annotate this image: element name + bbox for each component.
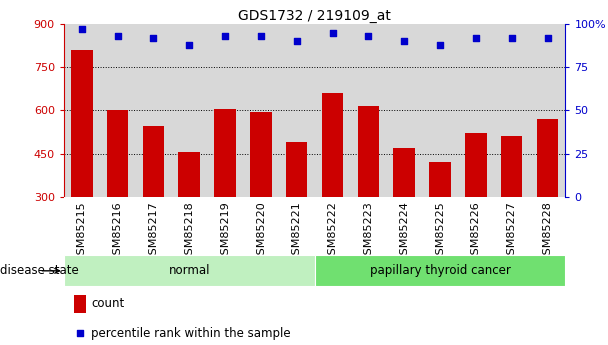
Bar: [250, 112, 272, 197]
Text: GSM85219: GSM85219: [220, 201, 230, 262]
Bar: [71, 50, 92, 197]
Text: percentile rank within the sample: percentile rank within the sample: [91, 327, 291, 340]
Point: [471, 35, 481, 41]
Bar: [64, 255, 314, 286]
Text: GSM85223: GSM85223: [364, 201, 373, 262]
Bar: [393, 148, 415, 197]
Bar: [429, 162, 451, 197]
Point: [435, 42, 445, 48]
Point: [399, 39, 409, 44]
Point: [543, 35, 553, 41]
Text: GSM85216: GSM85216: [112, 201, 123, 262]
Bar: [537, 119, 558, 197]
Bar: [179, 152, 200, 197]
Text: papillary thyroid cancer: papillary thyroid cancer: [370, 264, 511, 277]
Point: [292, 39, 302, 44]
Text: normal: normal: [168, 264, 210, 277]
Bar: [214, 109, 236, 197]
Bar: [358, 106, 379, 197]
Point: [507, 35, 517, 41]
Text: GSM85218: GSM85218: [184, 201, 194, 262]
Bar: [314, 255, 565, 286]
Point: [364, 33, 373, 39]
Text: GSM85220: GSM85220: [256, 201, 266, 262]
Point: [328, 30, 337, 36]
Text: GSM85224: GSM85224: [399, 201, 409, 262]
Text: GSM85226: GSM85226: [471, 201, 481, 262]
Point: [184, 42, 194, 48]
Title: GDS1732 / 219109_at: GDS1732 / 219109_at: [238, 9, 391, 23]
Point: [112, 33, 122, 39]
Bar: [143, 126, 164, 197]
Bar: [465, 134, 486, 197]
Point: [220, 33, 230, 39]
Bar: [322, 93, 344, 197]
Text: GSM85215: GSM85215: [77, 201, 87, 262]
Text: count: count: [91, 297, 125, 310]
Point: [75, 331, 85, 336]
Text: GSM85217: GSM85217: [148, 201, 159, 262]
Text: disease state: disease state: [0, 264, 79, 277]
Text: GSM85227: GSM85227: [506, 201, 517, 262]
Text: GSM85225: GSM85225: [435, 201, 445, 262]
Bar: [107, 110, 128, 197]
Text: GSM85221: GSM85221: [292, 201, 302, 262]
Text: GSM85222: GSM85222: [328, 201, 337, 262]
Point: [256, 33, 266, 39]
Bar: [501, 136, 522, 197]
Bar: [286, 142, 308, 197]
Text: GSM85228: GSM85228: [542, 201, 553, 262]
Point: [77, 27, 86, 32]
Bar: [74, 295, 86, 313]
Point: [148, 35, 158, 41]
